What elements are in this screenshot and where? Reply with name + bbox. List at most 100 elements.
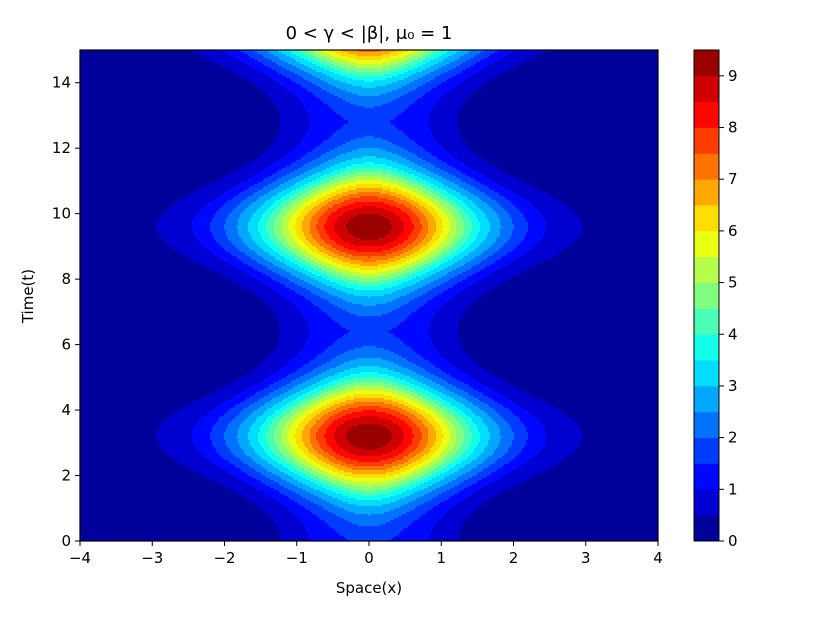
contour-cell — [428, 230, 437, 233]
contour-cell — [390, 204, 405, 207]
contour-cell — [498, 202, 513, 205]
contour-cell — [200, 452, 219, 455]
contour-cell — [440, 446, 447, 449]
contour-cell — [498, 468, 517, 471]
contour-cell — [392, 434, 405, 437]
contour-cell — [290, 272, 303, 275]
contour-cell — [280, 436, 289, 439]
colorbar-segment — [694, 282, 719, 309]
contour-cell — [284, 236, 293, 239]
contour-cell — [338, 258, 351, 261]
contour-cell — [394, 334, 431, 337]
contour-cell — [434, 524, 463, 527]
contour-cell — [416, 154, 433, 157]
contour-cell — [542, 424, 579, 427]
contour-cell — [240, 468, 255, 471]
contour-cell — [316, 438, 327, 441]
contour-cell — [430, 128, 459, 131]
contour-cell — [448, 428, 457, 431]
contour-cell — [238, 58, 255, 61]
contour-cell — [248, 228, 259, 231]
contour-cell — [210, 478, 239, 481]
contour-cell — [210, 222, 227, 225]
contour-cell — [316, 514, 337, 517]
contour-cell — [338, 506, 401, 509]
contour-cell — [298, 208, 305, 211]
contour-cell — [444, 484, 459, 487]
contour-cell — [466, 450, 475, 453]
contour-cell — [300, 238, 307, 241]
contour-cell — [496, 448, 509, 451]
contour-cell — [452, 238, 461, 241]
contour-cell — [278, 108, 307, 111]
contour-cell — [408, 70, 423, 73]
contour-cell — [332, 134, 407, 137]
contour-cell — [390, 278, 403, 281]
contour-cell — [464, 228, 473, 231]
contour-cell — [352, 150, 387, 153]
contour-cell — [188, 466, 219, 469]
contour-cell — [478, 456, 489, 459]
contour-cell — [412, 500, 429, 503]
contour-cell — [166, 418, 201, 421]
contour-cell — [490, 222, 501, 225]
contour-cell — [468, 496, 495, 499]
contour-cell — [400, 234, 411, 237]
contour-cell — [310, 332, 349, 335]
contour-cell — [402, 156, 419, 159]
contour-cell — [460, 292, 485, 295]
contour-cell — [336, 220, 349, 223]
contour-cell — [470, 428, 479, 431]
contour-cell — [382, 58, 399, 61]
x-tick-label: 1 — [436, 549, 446, 567]
contour-cell — [338, 532, 401, 535]
contour-cell — [262, 238, 271, 241]
contour-cell — [290, 452, 297, 455]
contour-cell — [332, 496, 349, 499]
contour-cell — [422, 396, 431, 399]
contour-cell — [314, 376, 329, 379]
contour-cell — [428, 440, 437, 443]
contour-cell — [344, 256, 369, 259]
contour-cell — [344, 482, 369, 485]
contour-cell — [422, 240, 431, 243]
contour-cell — [248, 438, 259, 441]
contour-cell — [248, 264, 263, 267]
contour-cell — [462, 280, 479, 283]
contour-cell — [336, 452, 351, 455]
contour-cell — [408, 406, 417, 409]
contour-cell — [402, 262, 413, 265]
contour-cell — [438, 294, 457, 297]
contour-cell — [282, 74, 299, 77]
contour-cell — [286, 154, 307, 157]
contour-cell — [248, 246, 261, 249]
contour-cell — [442, 432, 451, 435]
contour-cell — [326, 230, 335, 233]
contour-cell — [348, 520, 391, 523]
contour-cell — [334, 64, 349, 67]
contour-cell — [416, 268, 425, 271]
contour-cell — [210, 434, 225, 437]
contour-cell — [402, 112, 431, 115]
contour-cell — [438, 100, 467, 103]
contour-cell — [226, 230, 239, 233]
contour-cell — [228, 410, 243, 413]
contour-cell — [424, 502, 441, 505]
contour-cell — [310, 242, 319, 245]
contour-cell — [320, 426, 329, 429]
contour-cell — [442, 160, 461, 163]
contour-cell — [278, 422, 287, 425]
contour-cell — [452, 462, 461, 465]
contour-cell — [310, 438, 317, 441]
contour-cell — [388, 198, 401, 201]
contour-cell — [480, 432, 491, 435]
contour-cell — [264, 258, 277, 261]
contour-cell — [426, 218, 435, 221]
contour-cell — [392, 432, 405, 435]
contour-cell — [268, 304, 295, 307]
contour-cell — [302, 226, 311, 229]
contour-cell — [278, 402, 289, 405]
contour-cell — [406, 318, 433, 321]
contour-cell — [194, 470, 227, 473]
contour-cell — [330, 244, 341, 247]
